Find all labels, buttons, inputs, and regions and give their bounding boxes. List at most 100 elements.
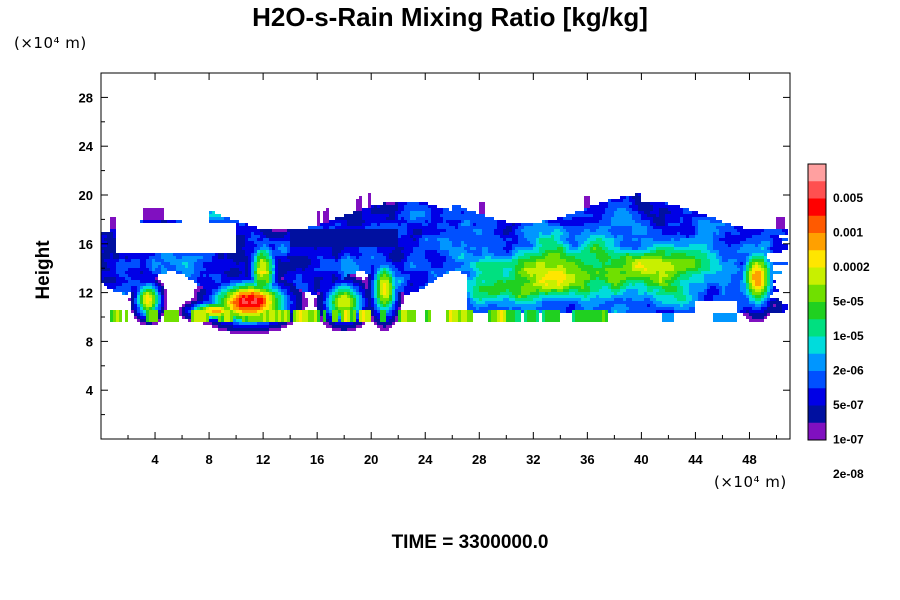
contour-cell (224, 313, 230, 316)
contour-cell (569, 283, 584, 286)
contour-cell (164, 265, 176, 268)
contour-cell (497, 304, 542, 307)
contour-cell (386, 292, 389, 295)
colorbar-swatch (808, 302, 826, 320)
contour-cell (512, 259, 518, 262)
contour-cell (665, 280, 674, 283)
contour-cell (716, 256, 722, 259)
contour-cell (230, 295, 233, 298)
contour-cell (707, 286, 710, 289)
contour-cell (149, 256, 161, 259)
contour-cell (161, 289, 164, 292)
contour-cell (557, 241, 563, 244)
contour-cell (197, 304, 200, 307)
contour-cell (590, 241, 605, 244)
contour-cell (116, 277, 125, 280)
contour-cell (737, 271, 743, 274)
contour-cell (206, 310, 212, 313)
contour-cell (371, 283, 374, 286)
contour-cell (470, 271, 476, 274)
contour-cell (575, 238, 587, 241)
contour-cell (425, 310, 428, 313)
contour-cell (749, 262, 752, 265)
contour-cell (452, 313, 458, 316)
contour-cell (323, 298, 326, 301)
contour-cell (569, 304, 575, 307)
contour-cell (446, 310, 449, 313)
contour-cell (146, 304, 152, 307)
contour-cell (536, 280, 539, 283)
contour-cell (488, 292, 500, 295)
contour-cell (257, 274, 260, 277)
contour-cell (281, 310, 284, 313)
contour-cell (257, 244, 263, 247)
contour-cell (584, 280, 590, 283)
contour-cell (263, 304, 266, 307)
contour-cell (224, 316, 230, 319)
contour-cell (671, 211, 683, 214)
contour-cell (140, 286, 143, 289)
contour-cell (101, 268, 110, 271)
contour-cell (182, 313, 188, 316)
contour-cell (281, 244, 284, 247)
contour-cell (404, 280, 407, 283)
contour-cell (266, 256, 269, 259)
contour-cell (329, 301, 332, 304)
contour-cell (188, 277, 197, 280)
contour-cell (761, 292, 764, 295)
contour-cell (707, 253, 716, 256)
contour-cell (695, 226, 698, 229)
contour-cell (374, 256, 386, 259)
contour-cell (239, 286, 248, 289)
contour-cell (767, 274, 770, 277)
contour-cell (605, 313, 608, 316)
contour-cell (680, 232, 695, 235)
contour-cell (698, 223, 725, 226)
contour-cell (719, 283, 728, 286)
contour-cell (593, 307, 611, 310)
contour-cell (419, 286, 425, 289)
contour-cell (632, 229, 647, 232)
contour-cell (362, 211, 371, 214)
contour-cell (164, 295, 167, 298)
contour-cell (452, 319, 458, 322)
contour-cell (128, 256, 149, 259)
contour-cell (662, 256, 695, 259)
contour-cell (470, 220, 497, 223)
contour-cell (233, 307, 239, 310)
contour-cell (467, 298, 470, 301)
contour-cell (284, 235, 290, 238)
contour-cell (551, 289, 557, 292)
contour-cell (320, 280, 332, 283)
contour-cell (653, 280, 659, 283)
y-tick-label: 4 (86, 383, 94, 398)
contour-cell (749, 268, 752, 271)
contour-cell (599, 277, 608, 280)
contour-field (101, 193, 788, 334)
contour-cell (647, 289, 653, 292)
contour-cell (632, 256, 641, 259)
contour-cell (743, 313, 749, 316)
contour-cell (527, 313, 536, 316)
contour-cell (647, 283, 659, 286)
contour-cell (602, 310, 605, 313)
contour-cell (548, 223, 560, 226)
contour-cell (212, 211, 215, 214)
contour-cell (341, 310, 344, 313)
contour-cell (266, 259, 269, 262)
contour-cell (701, 271, 716, 274)
contour-cell (653, 238, 671, 241)
contour-cell (155, 277, 158, 280)
contour-cell (206, 268, 230, 271)
contour-cell (764, 310, 782, 313)
contour-cell (341, 268, 359, 271)
contour-cell (353, 286, 359, 289)
contour-cell (353, 319, 356, 322)
contour-cell (128, 268, 149, 271)
contour-cell (332, 328, 341, 331)
contour-cell (338, 319, 341, 322)
contour-cell (233, 259, 248, 262)
colorbar-swatch (808, 198, 826, 217)
contour-cell (572, 310, 575, 313)
contour-cell (404, 265, 410, 268)
